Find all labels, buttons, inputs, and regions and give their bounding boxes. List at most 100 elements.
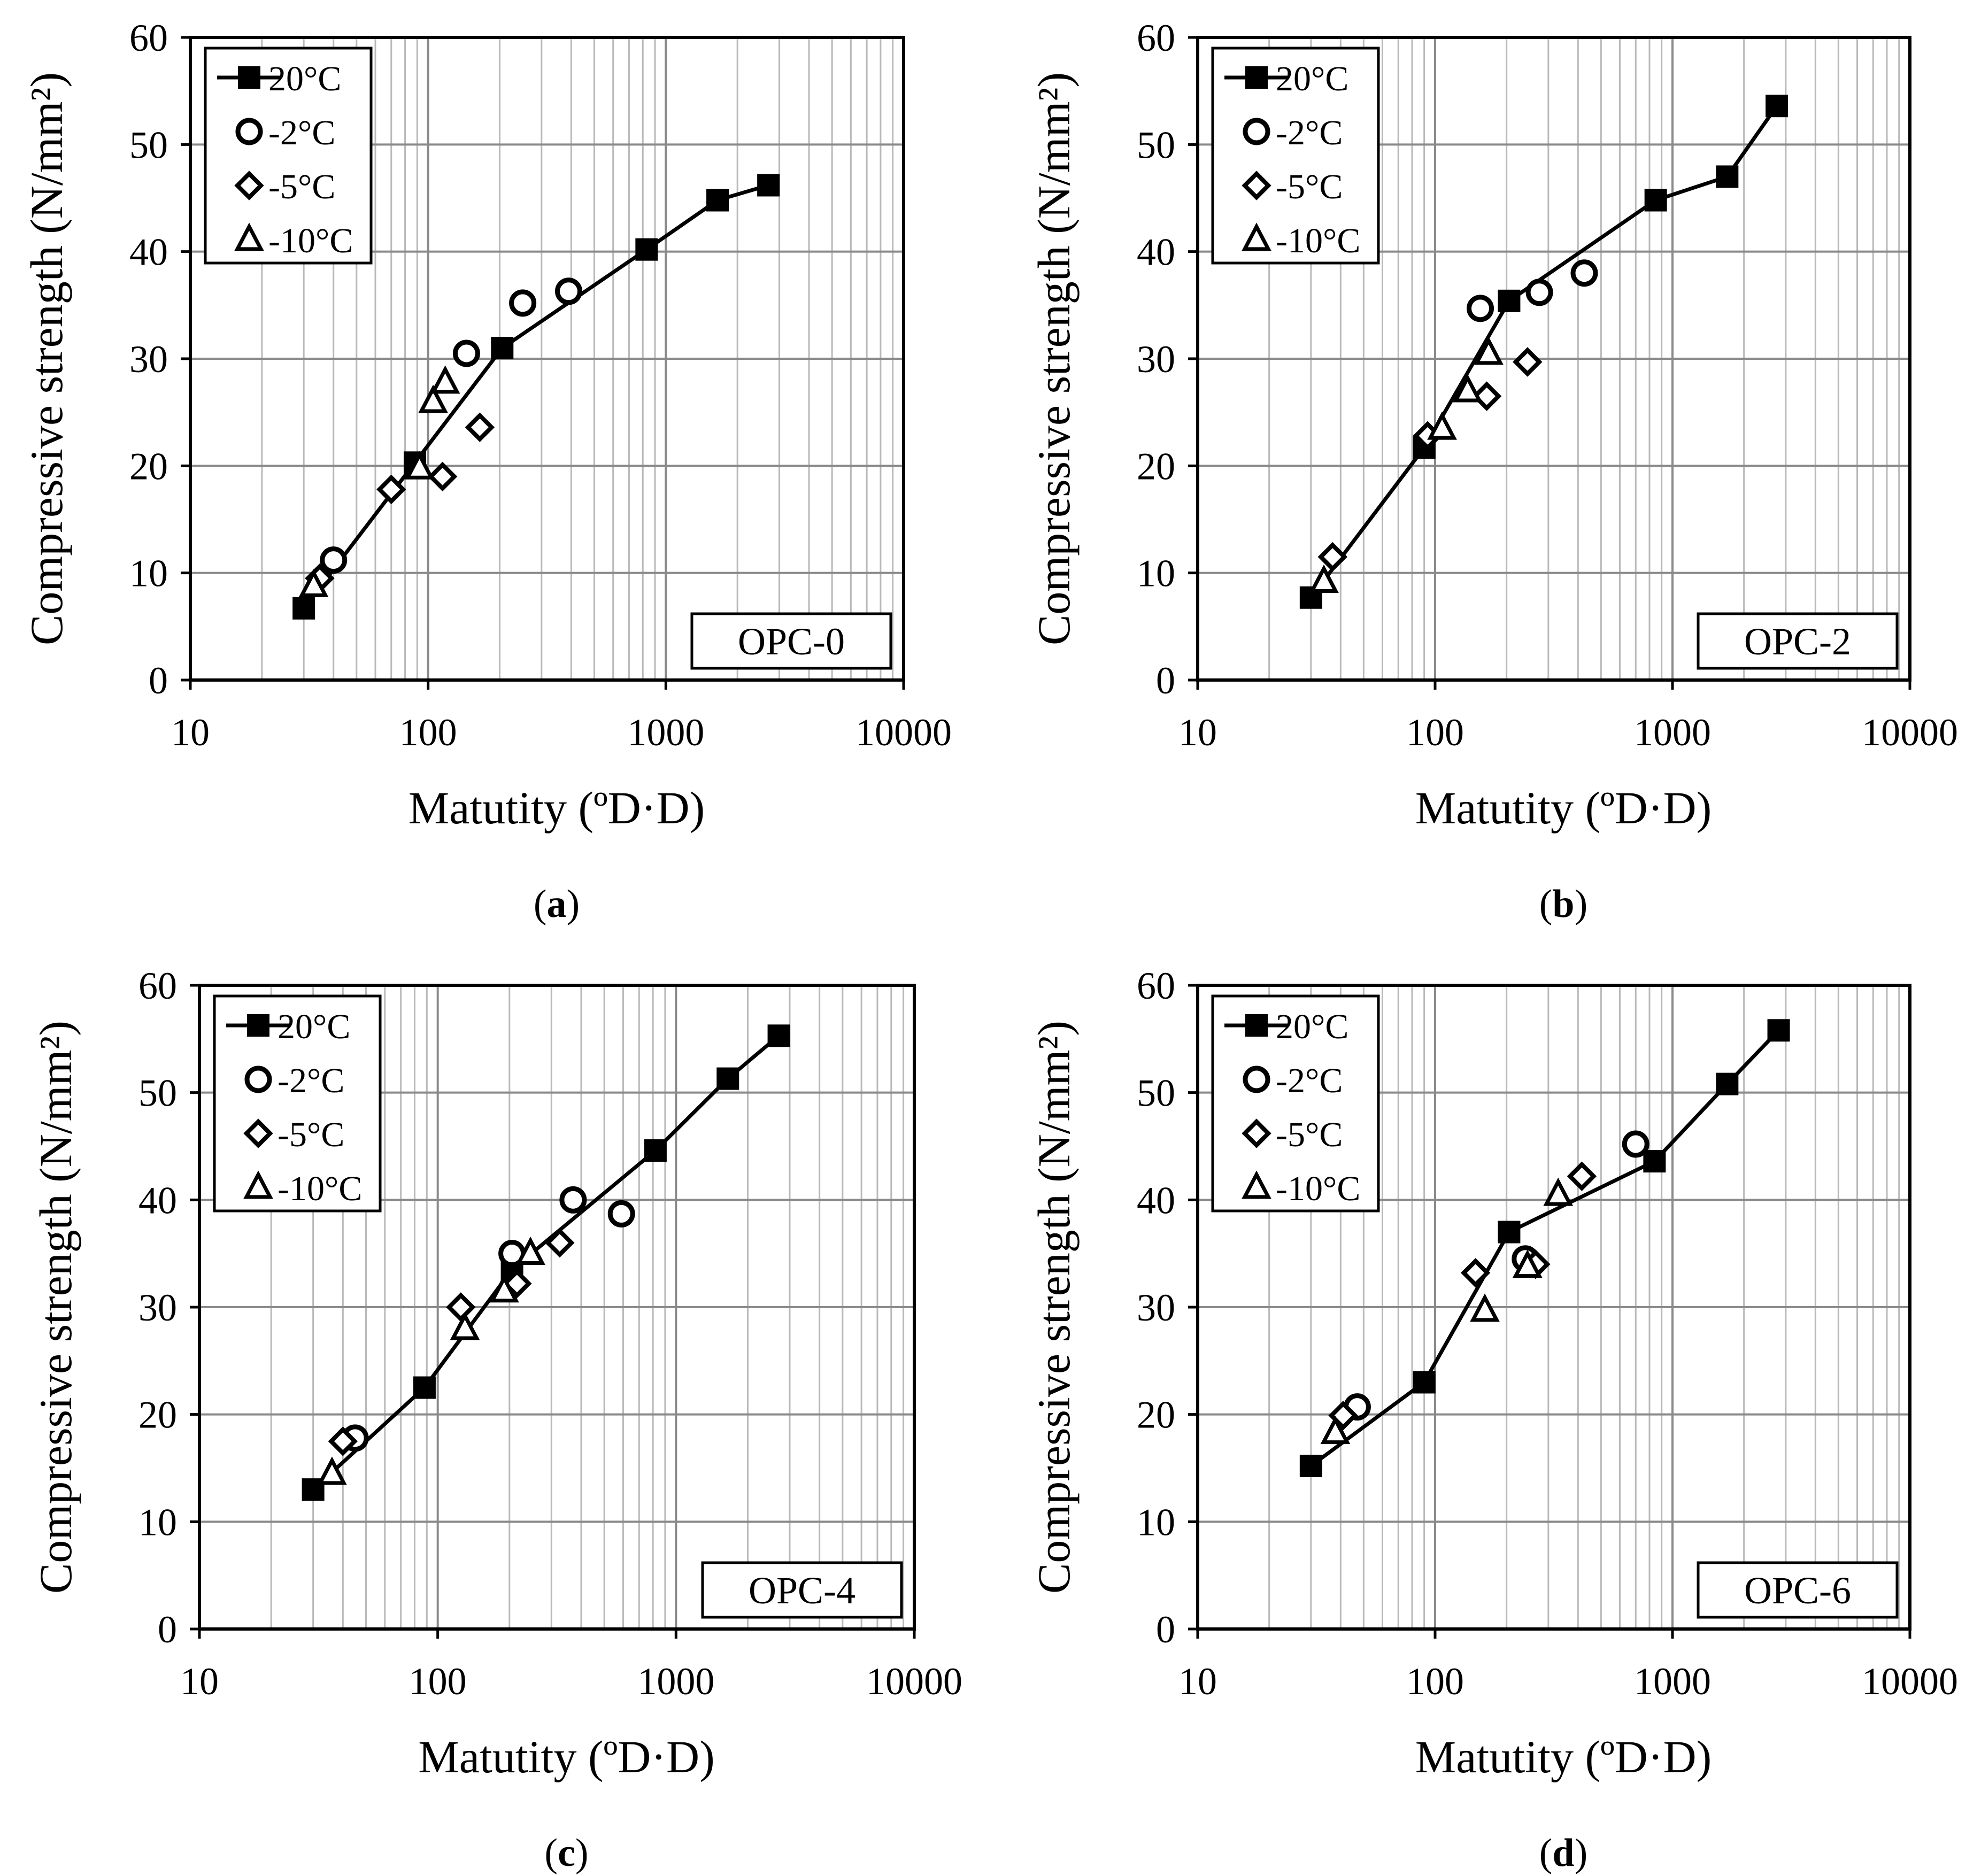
y-tick-label: 50 (129, 123, 168, 166)
legend-label: -10°C (1276, 1169, 1360, 1208)
data-point (706, 189, 729, 212)
data-point (1513, 347, 1543, 377)
legend-marker (244, 1066, 272, 1093)
data-point (757, 174, 780, 197)
plot-frame (198, 984, 916, 1631)
legend-box (213, 994, 382, 1213)
data-point (450, 1311, 480, 1340)
data-point (446, 1292, 476, 1322)
panel-caption: (d) (1539, 1831, 1587, 1875)
mix-label-box (1697, 1561, 1899, 1619)
y-tick-label: 40 (1137, 1179, 1175, 1222)
data-point (1467, 295, 1494, 322)
legend-marker (235, 118, 263, 145)
x-tick-label: 100 (409, 1660, 467, 1703)
panel-caption: (b) (1539, 882, 1587, 926)
legend-box (204, 47, 373, 265)
x-tick-label: 10000 (866, 1660, 962, 1703)
series-2c (1467, 259, 1598, 322)
legend-label: -5°C (1276, 167, 1343, 206)
legend-label: -10°C (268, 221, 353, 260)
x-axis-title: Matutity (ºD·D) (418, 1731, 715, 1782)
legend-label: -5°C (1276, 1115, 1343, 1154)
y-tick-label: 40 (129, 231, 168, 274)
legend-item-2c: -2°C (244, 1061, 344, 1100)
legend-label: -2°C (278, 1061, 344, 1100)
x-axis-title: Matutity (ºD·D) (1415, 782, 1712, 833)
mix-label: OPC-0 (738, 620, 845, 663)
y-tick-label: 30 (1137, 1286, 1175, 1329)
mix-label: OPC-6 (1744, 1569, 1851, 1612)
legend-marker (1242, 1170, 1271, 1199)
data-point (1644, 189, 1667, 212)
y-tick-label: 0 (1156, 1608, 1175, 1651)
data-point (1470, 1293, 1500, 1322)
y-tick-label: 60 (129, 17, 168, 59)
legend-item-5c: -5°C (234, 167, 335, 206)
data-point (328, 1426, 358, 1456)
series-20c (1299, 1019, 1790, 1477)
legend-marker (1242, 171, 1271, 200)
legend-marker (1243, 1066, 1270, 1093)
legend-marker (247, 1014, 269, 1037)
legend-label: 20°C (1276, 1007, 1348, 1046)
data-point (607, 1200, 635, 1227)
mix-label-box (690, 612, 892, 670)
legend-item-20c: 20°C (217, 59, 341, 98)
data-point (635, 238, 658, 261)
data-point (545, 1227, 575, 1258)
series-2c (320, 277, 582, 574)
data-point (1309, 565, 1339, 593)
y-tick-label: 10 (129, 552, 168, 595)
data-point (1512, 1249, 1543, 1278)
x-axis-title: Matutity (ºD·D) (408, 782, 705, 833)
x-tick-label: 10000 (1862, 711, 1958, 754)
plot-frame (1196, 984, 1911, 1631)
series-10c (1309, 336, 1504, 593)
data-point (767, 1024, 790, 1047)
mix-label: OPC-2 (1744, 620, 1851, 663)
y-tick-label: 50 (138, 1072, 177, 1115)
data-point (1498, 1221, 1521, 1244)
data-point (1320, 1416, 1351, 1445)
y-axis-title: Compressive strength (N/mm²) (1028, 72, 1080, 645)
data-point (1716, 1072, 1739, 1095)
data-point (1317, 542, 1347, 572)
series-10c (298, 365, 460, 598)
x-tick-label: 100 (1406, 1660, 1464, 1703)
x-tick-label: 10 (180, 1660, 219, 1703)
legend-box (1211, 47, 1380, 265)
data-point (716, 1067, 739, 1090)
x-tick-label: 10000 (1862, 1660, 1958, 1703)
legend-box (1211, 994, 1380, 1213)
data-point (554, 277, 582, 305)
panel-caption: (c) (544, 1831, 588, 1875)
panel-caption: (a) (534, 882, 580, 926)
data-point (1622, 1130, 1649, 1158)
data-point (489, 1274, 519, 1303)
legend-label: -2°C (268, 113, 335, 152)
y-tick-label: 10 (138, 1501, 177, 1543)
legend-item-10c: -10°C (234, 221, 353, 260)
data-point (1567, 1161, 1597, 1191)
legend-marker (1245, 1014, 1268, 1037)
gridlines (1198, 985, 1910, 1629)
legend-marker (243, 1118, 273, 1148)
data-point (413, 1376, 436, 1399)
legend-label: 20°C (278, 1007, 350, 1046)
data-point (317, 1456, 347, 1485)
series-10c (1320, 1177, 1574, 1445)
data-point (1716, 165, 1739, 188)
y-tick-label: 10 (1137, 1501, 1175, 1543)
legend-label: -5°C (278, 1115, 344, 1154)
data-point (1474, 336, 1504, 365)
legend-label: 20°C (268, 59, 341, 98)
x-tick-label: 100 (399, 711, 457, 754)
x-tick-label: 10 (171, 711, 210, 754)
legend-label: 20°C (1276, 59, 1348, 98)
data-point (515, 1236, 545, 1265)
legend-label: -10°C (1276, 221, 1360, 260)
y-tick-label: 60 (1137, 964, 1175, 1007)
